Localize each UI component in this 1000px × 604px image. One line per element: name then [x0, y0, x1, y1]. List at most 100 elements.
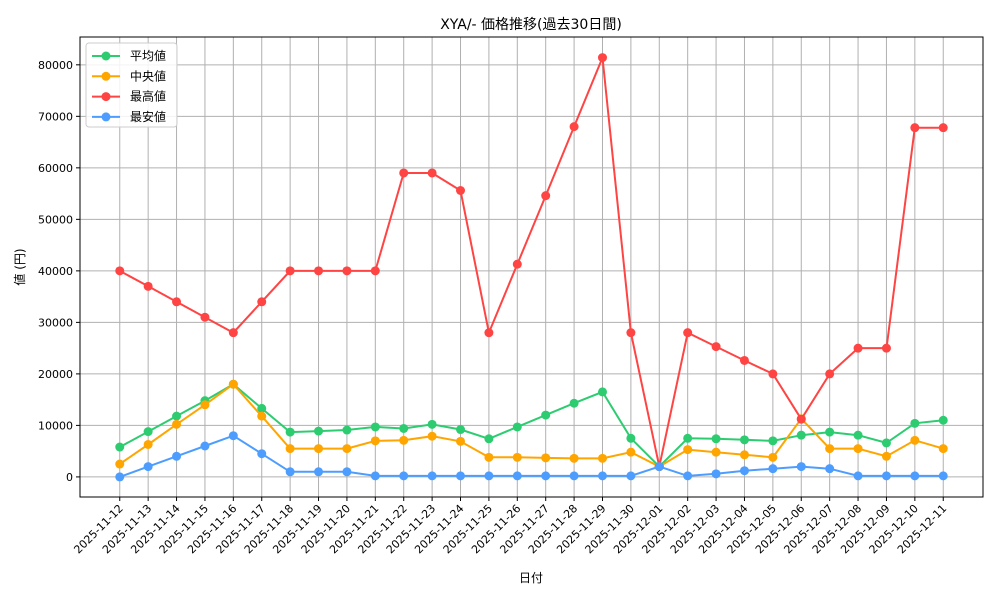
data-point — [626, 471, 636, 481]
data-point — [115, 442, 125, 452]
data-point — [172, 411, 182, 421]
series-line — [119, 57, 944, 467]
data-point — [569, 453, 579, 463]
data-point — [512, 259, 522, 269]
data-point — [200, 312, 210, 322]
data-point — [484, 328, 494, 338]
data-point — [541, 453, 551, 463]
data-point — [597, 471, 607, 481]
data-point — [569, 471, 579, 481]
data-point — [172, 419, 182, 429]
data-point — [796, 430, 806, 440]
data-point — [115, 266, 125, 276]
data-point — [768, 464, 778, 474]
series-最高値 — [115, 53, 948, 472]
data-point — [683, 433, 693, 443]
data-point — [370, 266, 380, 276]
data-point — [427, 471, 437, 481]
data-point — [314, 467, 324, 477]
data-point — [115, 459, 125, 469]
data-point — [427, 419, 437, 429]
legend-marker — [101, 71, 111, 81]
y-axis: 0 10000 20000 30000 40000 50000 60000 70000 8000… — [38, 59, 80, 484]
y-tick-label: 70000 — [38, 110, 73, 123]
data-point — [683, 445, 693, 455]
data-point — [825, 427, 835, 437]
data-point — [512, 471, 522, 481]
data-point — [853, 471, 863, 481]
data-point — [314, 266, 324, 276]
data-point — [910, 123, 920, 133]
data-point — [881, 451, 891, 461]
data-point — [399, 423, 409, 433]
data-point — [910, 471, 920, 481]
data-point — [228, 328, 238, 338]
data-point — [484, 471, 494, 481]
data-point — [314, 444, 324, 454]
data-point — [456, 436, 466, 446]
data-point — [285, 266, 295, 276]
data-point — [342, 425, 352, 435]
data-point — [512, 422, 522, 432]
data-point — [825, 464, 835, 474]
data-point — [626, 328, 636, 338]
data-point — [739, 450, 749, 460]
data-point — [541, 191, 551, 201]
data-point — [910, 418, 920, 428]
data-point — [768, 436, 778, 446]
data-point — [626, 447, 636, 457]
data-point — [257, 411, 267, 421]
data-point — [456, 425, 466, 435]
data-point — [342, 467, 352, 477]
data-point — [739, 466, 749, 476]
series-最安値 — [115, 431, 948, 482]
data-point — [143, 427, 153, 437]
data-point — [370, 436, 380, 446]
data-point — [342, 444, 352, 454]
x-axis-label: 日付 — [519, 571, 543, 585]
data-point — [569, 122, 579, 132]
legend-label: 最高値 — [130, 89, 166, 104]
plot-area-frame — [79, 36, 984, 498]
data-point — [683, 328, 693, 338]
data-point — [314, 426, 324, 436]
legend-box — [85, 42, 178, 128]
y-tick-label: 80000 — [38, 59, 73, 72]
legend-label: 最安値 — [130, 109, 166, 124]
data-point — [285, 427, 295, 437]
data-point — [541, 471, 551, 481]
data-point — [910, 435, 920, 445]
data-point — [200, 441, 210, 451]
legend-marker — [101, 51, 111, 61]
data-point — [484, 434, 494, 444]
data-point — [342, 266, 352, 276]
data-point — [115, 472, 125, 482]
data-point — [853, 430, 863, 440]
data-point — [711, 434, 721, 444]
data-point — [881, 438, 891, 448]
data-point — [456, 186, 466, 196]
data-point — [257, 449, 267, 459]
series-line — [119, 382, 944, 469]
data-point — [938, 471, 948, 481]
data-point — [938, 444, 948, 454]
data-point — [427, 431, 437, 441]
data-point — [597, 453, 607, 463]
data-point — [541, 410, 551, 420]
data-point — [626, 433, 636, 443]
data-point — [228, 379, 238, 389]
data-point — [881, 471, 891, 481]
data-point — [143, 462, 153, 472]
data-point — [399, 168, 409, 178]
data-point — [143, 439, 153, 449]
data-point — [853, 343, 863, 353]
data-point — [597, 387, 607, 397]
series-平均値 — [115, 379, 948, 472]
data-point — [399, 435, 409, 445]
data-point — [172, 451, 182, 461]
data-point — [172, 297, 182, 307]
y-tick-label: 0 — [66, 471, 73, 484]
data-point — [739, 355, 749, 365]
